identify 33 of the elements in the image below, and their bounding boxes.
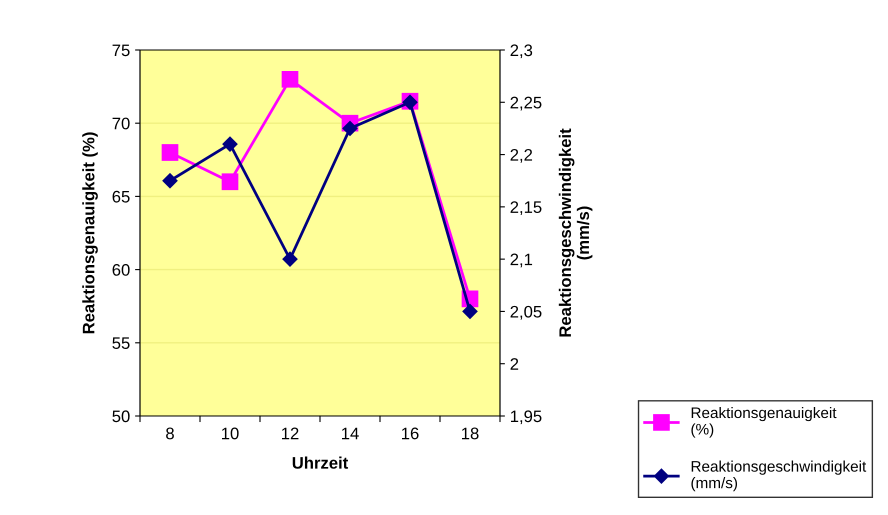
x-tick-label: 12 [282,428,298,440]
x-tick-label: 14 [342,428,359,440]
y-tick-label: 60 [112,264,130,276]
point [342,120,358,136]
y2-tick-label: 2,1 [510,254,532,268]
legend-label: Reaktionsgeschwindigkeit (mm/s) [691,460,866,492]
point [282,70,298,88]
y2-axis-title: Reaktionsgeschwindigkeit (mm/s) [558,128,592,337]
y2-tick-label: 1,95 [510,410,542,424]
point [282,252,298,267]
x-tick-label: 16 [402,428,419,440]
y2-tick-label: 2,3 [510,44,532,58]
x-tick-label: 8 [166,428,174,440]
point [462,304,478,319]
y2-tick-label: 2,25 [510,96,542,110]
x-axis-title: Uhrzeit [292,456,348,469]
y-tick-label: 70 [112,118,130,130]
point [162,144,178,161]
legend-label: Reaktionsgenauigkeit (%) [691,406,836,438]
y2-tick-label: 2,2 [510,148,532,163]
point [222,173,238,190]
y-tick-label: 50 [112,410,130,422]
x-tick-label: 18 [462,428,479,440]
y2-tick-label: 2,05 [510,306,542,320]
y-tick-label: 75 [112,44,130,56]
point [222,136,238,152]
y2-tick-label: 2 [510,358,518,370]
y-tick-label: 55 [112,337,130,350]
x-tick-label: 10 [222,428,239,440]
y-tick-label: 65 [112,190,130,203]
point [162,173,178,188]
y2-tick-label: 2,15 [510,201,542,216]
y-axis-title: Reaktionsgenauigkeit (%) [82,132,98,334]
